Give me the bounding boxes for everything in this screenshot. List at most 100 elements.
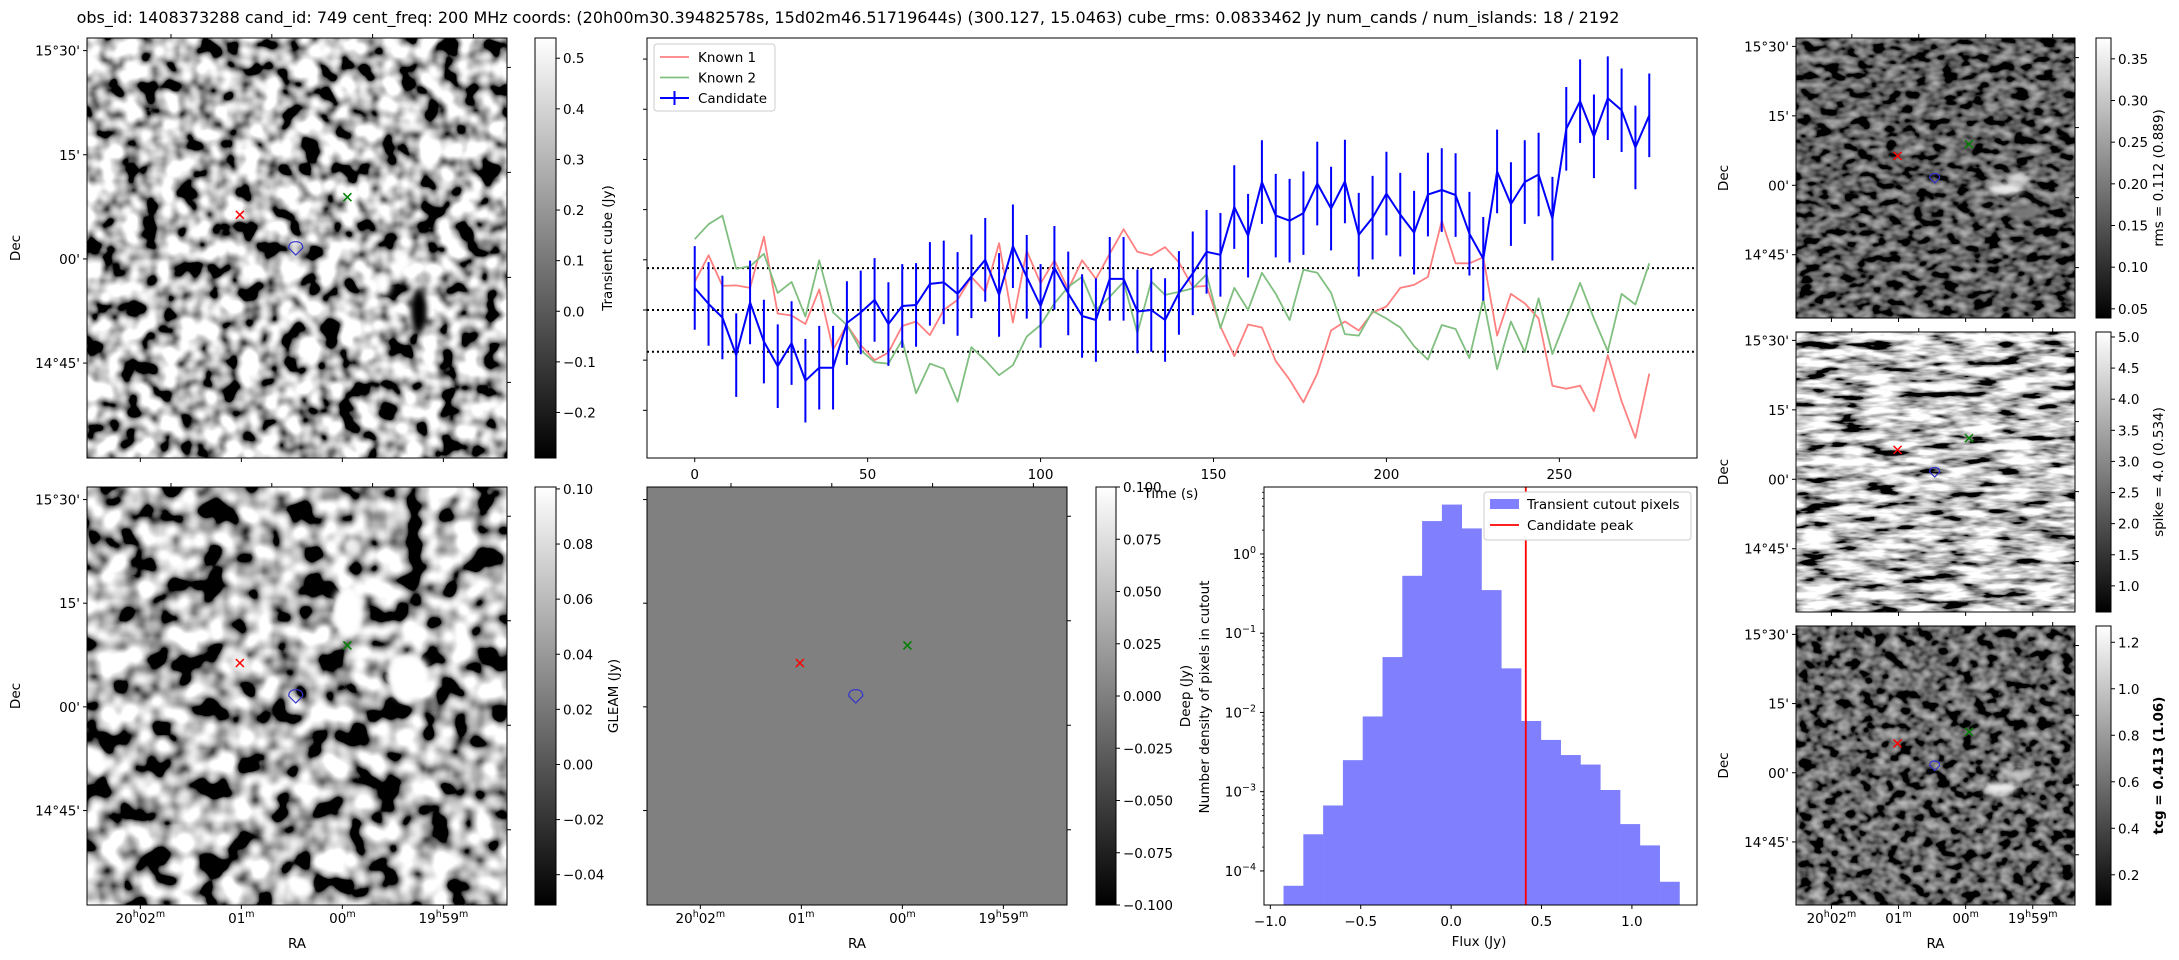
known2-marker-icon [1964, 727, 1974, 737]
ra-tick-label: 20h​02m​ [1807, 909, 1857, 927]
transient-sky-image [87, 38, 507, 458]
bright-source [331, 586, 364, 639]
bright-source [87, 750, 106, 775]
x-tick-label: 200 [1374, 467, 1400, 483]
colorbar-tick-label: −0.100 [1123, 898, 1173, 914]
known1-marker-icon [1893, 151, 1903, 161]
series-candidate [693, 97, 1651, 382]
colorbar-tick-label: 0.06 [563, 592, 593, 608]
colorbar-tick-label: 0.2 [2118, 868, 2139, 884]
dec-axis-label: Dec [1716, 752, 1732, 778]
colorbar-tick-label: 2.0 [2118, 517, 2139, 533]
ra-axis-label: RA [848, 936, 867, 952]
y-tick-label: 10−4 [1225, 862, 1256, 880]
colorbar-tick-label: 0.05 [2118, 302, 2148, 318]
candidate-contour-icon [1929, 760, 1941, 772]
colorbar-tick-label: 0.35 [2118, 52, 2148, 68]
candidate-contour-icon [288, 689, 304, 704]
dec-tick-label: 15' [59, 148, 80, 164]
colorbar-tick-label: 0.4 [2118, 821, 2139, 837]
colorbar-tick-label: 4.5 [2118, 361, 2139, 377]
histogram-bar [1580, 764, 1601, 905]
x-tick-label: 0.5 [1531, 914, 1552, 930]
histogram-bar [1481, 590, 1502, 905]
known2-marker-icon [1964, 433, 1974, 443]
dec-tick-label: 15°30' [1744, 627, 1789, 643]
legend-box [653, 43, 776, 112]
histogram-bar [1600, 790, 1621, 905]
dec-tick-label: 14°45' [1744, 835, 1789, 851]
known1-marker-icon [235, 210, 245, 220]
x-tick-label: 0 [690, 467, 699, 483]
dec-tick-label: 15' [1768, 403, 1789, 419]
bright-source [375, 271, 392, 296]
colorbar-tick-label: 0.25 [2118, 135, 2148, 151]
histogram-bar [1461, 528, 1482, 905]
x-tick-label: −0.5 [1344, 914, 1377, 930]
candidate-contour-icon [288, 241, 304, 256]
ra-tick-label: 00m​ [1952, 909, 1978, 927]
colorbar-tick-label: 0.20 [2118, 177, 2148, 193]
colorbar-tick-label: 0.075 [1123, 532, 1162, 548]
colorbar-tick-label: 0.15 [2118, 219, 2148, 235]
colorbar-tick-label: 0.1 [563, 254, 584, 270]
legend-box [1483, 491, 1692, 541]
dec-axis-label: Dec [1716, 459, 1732, 485]
bright-source [2005, 768, 2034, 779]
deep-image-panel [646, 486, 1068, 906]
histogram-bar [1501, 668, 1522, 905]
transient-colorbar [534, 37, 557, 459]
x-tick-label: 50 [859, 467, 876, 483]
histogram-bar [1540, 739, 1561, 905]
colorbar-tick-label: −0.02 [563, 813, 604, 829]
lightcurve-axes-bg [647, 38, 1697, 458]
colorbar-tick-label: 0.8 [2118, 728, 2139, 744]
plot-layer: 15°30' 15' 00' 14°45' Dec −0.2 −0.1 0.0 0.1 0.2 0.… [8, 34, 2167, 952]
ra-tick-label: 01m​ [1885, 909, 1911, 927]
bright-source [1981, 781, 2018, 794]
histogram-bar [1441, 504, 1462, 905]
dec-tick-label: 15' [1768, 109, 1789, 125]
histogram-bar [1639, 845, 1660, 905]
dec-tick-label: 14°45' [1744, 542, 1789, 558]
tcg-colorbar [2095, 625, 2112, 906]
dec-tick-label: 15°30' [1744, 333, 1789, 349]
dec-tick-label: 00' [1768, 178, 1789, 194]
histogram-bar [1303, 834, 1324, 905]
legend-label: Candidate peak [1527, 518, 1633, 534]
colorbar-tick-label: 0.4 [563, 102, 584, 118]
x-tick-label: 250 [1546, 467, 1572, 483]
x-axis-label: Time (s) [1143, 486, 1199, 502]
colorbar-tick-label: 0.00 [563, 757, 593, 773]
x-stroke [342, 192, 352, 202]
transient-sources [375, 249, 427, 333]
dec-tick-label: 00' [59, 252, 80, 268]
histogram-bar [1521, 720, 1542, 905]
transient-frame [86, 37, 508, 459]
y-tick-label: 10−2 [1225, 703, 1256, 721]
colorbar-tick-label: −0.2 [563, 405, 596, 421]
rms-colorbar-label: rms = 0.112 (0.889) [2151, 109, 2167, 247]
colorbar-tick-label: 1.5 [2118, 548, 2139, 564]
legend-label: Known 1 [698, 50, 756, 66]
y-tick-label: 100 [1233, 545, 1256, 563]
bright-source [410, 289, 427, 333]
x-tick-label: 100 [1028, 467, 1054, 483]
x-tick-label: 150 [1201, 467, 1227, 483]
legend-swatch [1490, 499, 1519, 509]
gleam-image-panel [86, 486, 508, 906]
rms-sky-image [1796, 38, 2075, 318]
rms-colorbar [2095, 37, 2112, 319]
ra-axis-label: RA [288, 936, 307, 952]
colorbar-tick-label: 3.0 [2118, 454, 2139, 470]
tcg-sources [1981, 768, 2034, 794]
known2-marker-icon [902, 640, 912, 650]
colorbar-tick-label: 3.5 [2118, 423, 2139, 439]
ra-tick-label: 01m​ [788, 909, 814, 927]
dec-tick-label: 00' [1768, 766, 1789, 782]
colorbar-tick-label: −0.075 [1123, 846, 1173, 862]
spike-sky-image [1796, 332, 2075, 612]
series-known-1 [693, 219, 1651, 439]
histogram-bar [1620, 824, 1641, 905]
x-tick-label: 1.0 [1621, 914, 1642, 930]
